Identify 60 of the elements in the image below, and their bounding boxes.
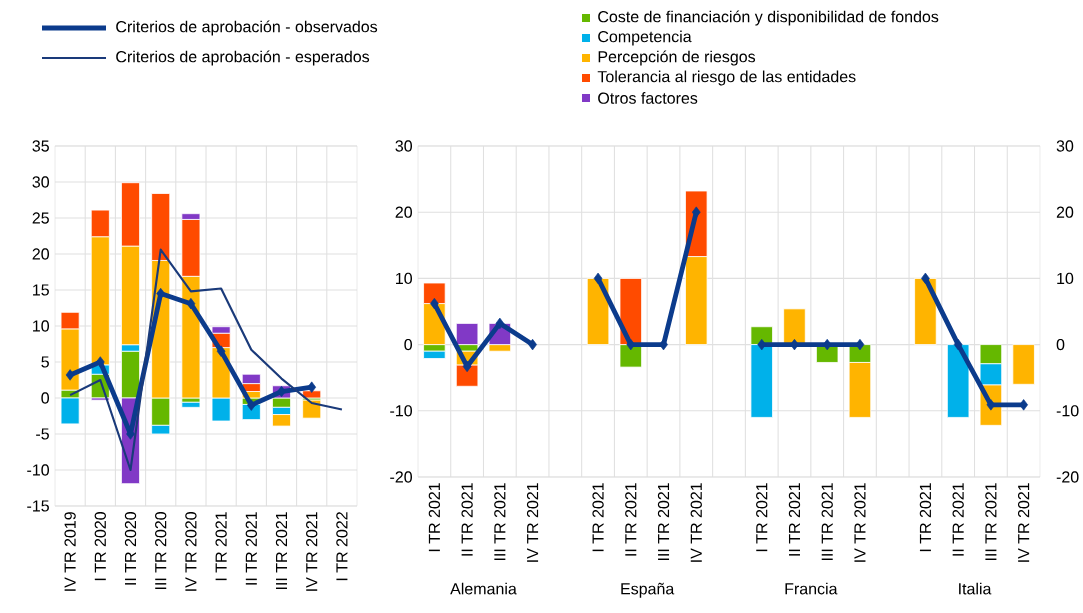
- text: Alemania: [450, 582, 517, 595]
- legend-label: Otros factores: [598, 92, 698, 104]
- y-tick-label: -20: [390, 471, 413, 483]
- x-tick-label: I TR 2021: [592, 483, 604, 552]
- y2-tick-label: -20: [1056, 471, 1079, 483]
- x-tick-label: III TR 2021: [821, 483, 833, 561]
- x-tick-label: IV TR 2020: [185, 512, 197, 591]
- legend-label: Criterios de aprobación - esperados: [116, 50, 370, 66]
- x-tick-label: I TR 2022: [336, 512, 348, 581]
- x-tick-label: I TR 2020: [94, 512, 106, 581]
- y-tick-label: 5: [41, 356, 49, 368]
- x-tick-label: IV TR 2019: [64, 512, 76, 591]
- y2-tick-label: 0: [1056, 338, 1065, 351]
- x-tick-label: III TR 2021: [275, 512, 288, 590]
- legend-label: Tolerancia al riesgo de las entidades: [597, 70, 856, 86]
- y-tick-label: 10: [33, 320, 50, 332]
- text: España: [621, 582, 675, 598]
- y-tick-label: 0: [404, 338, 413, 351]
- x-tick-label: II TR 2021: [952, 483, 964, 556]
- legend-label: Percepción de riesgos: [598, 50, 756, 66]
- legend-label: Coste de financiación y disponibilidad de fondos: [598, 10, 939, 26]
- y-tick-label: 0: [41, 392, 50, 404]
- x-tick-label: II TR 2021: [245, 512, 257, 585]
- legend-label: Criterios de aprobación - observados: [116, 20, 378, 36]
- x-tick-label: II TR 2021: [461, 483, 473, 556]
- x-tick-label: III TR 2021: [494, 483, 506, 561]
- y-tick-label: 10: [396, 272, 413, 285]
- y-tick-label: -5: [36, 428, 49, 440]
- x-tick-label: I TR 2021: [215, 512, 227, 581]
- y-tick-label: 20: [32, 248, 50, 260]
- y-tick-label: 20: [395, 206, 413, 218]
- x-tick-label: III TR 2021: [985, 483, 997, 561]
- text: Francia: [785, 582, 838, 595]
- x-tick-label: II TR 2021: [788, 483, 801, 556]
- legend-label: Competencia: [598, 30, 692, 46]
- y-tick-label: -15: [27, 500, 49, 512]
- text: Italia: [959, 582, 992, 595]
- y-tick-label: -10: [390, 405, 413, 417]
- y-tick-label: -10: [27, 464, 50, 476]
- y2-tick-label: 20: [1056, 206, 1074, 218]
- x-tick-label: IV TR 2021: [526, 483, 539, 562]
- y-tick-label: 15: [33, 284, 49, 296]
- x-tick-label: II TR 2020: [124, 512, 137, 585]
- x-tick-label: II TR 2021: [625, 483, 637, 556]
- y-tick-label: 35: [32, 140, 49, 152]
- x-tick-label: IV TR 2021: [854, 483, 866, 562]
- y2-tick-label: 10: [1057, 272, 1074, 285]
- x-tick-label: IV TR 2021: [1017, 483, 1030, 562]
- x-tick-label: IV TR 2021: [306, 512, 318, 591]
- x-tick-label: III TR 2021: [657, 483, 670, 561]
- y-tick-label: 30: [395, 140, 413, 152]
- y2-tick-label: 30: [1056, 140, 1074, 152]
- x-tick-label: I TR 2021: [428, 483, 441, 552]
- x-tick-label: I TR 2021: [756, 483, 768, 552]
- x-tick-label: III TR 2020: [155, 511, 167, 590]
- y-tick-label: 25: [32, 212, 49, 224]
- y2-tick-label: -10: [1056, 405, 1079, 417]
- x-tick-label: I TR 2021: [919, 483, 932, 552]
- y-tick-label: 30: [32, 176, 50, 188]
- x-tick-label: IV TR 2021: [690, 483, 702, 562]
